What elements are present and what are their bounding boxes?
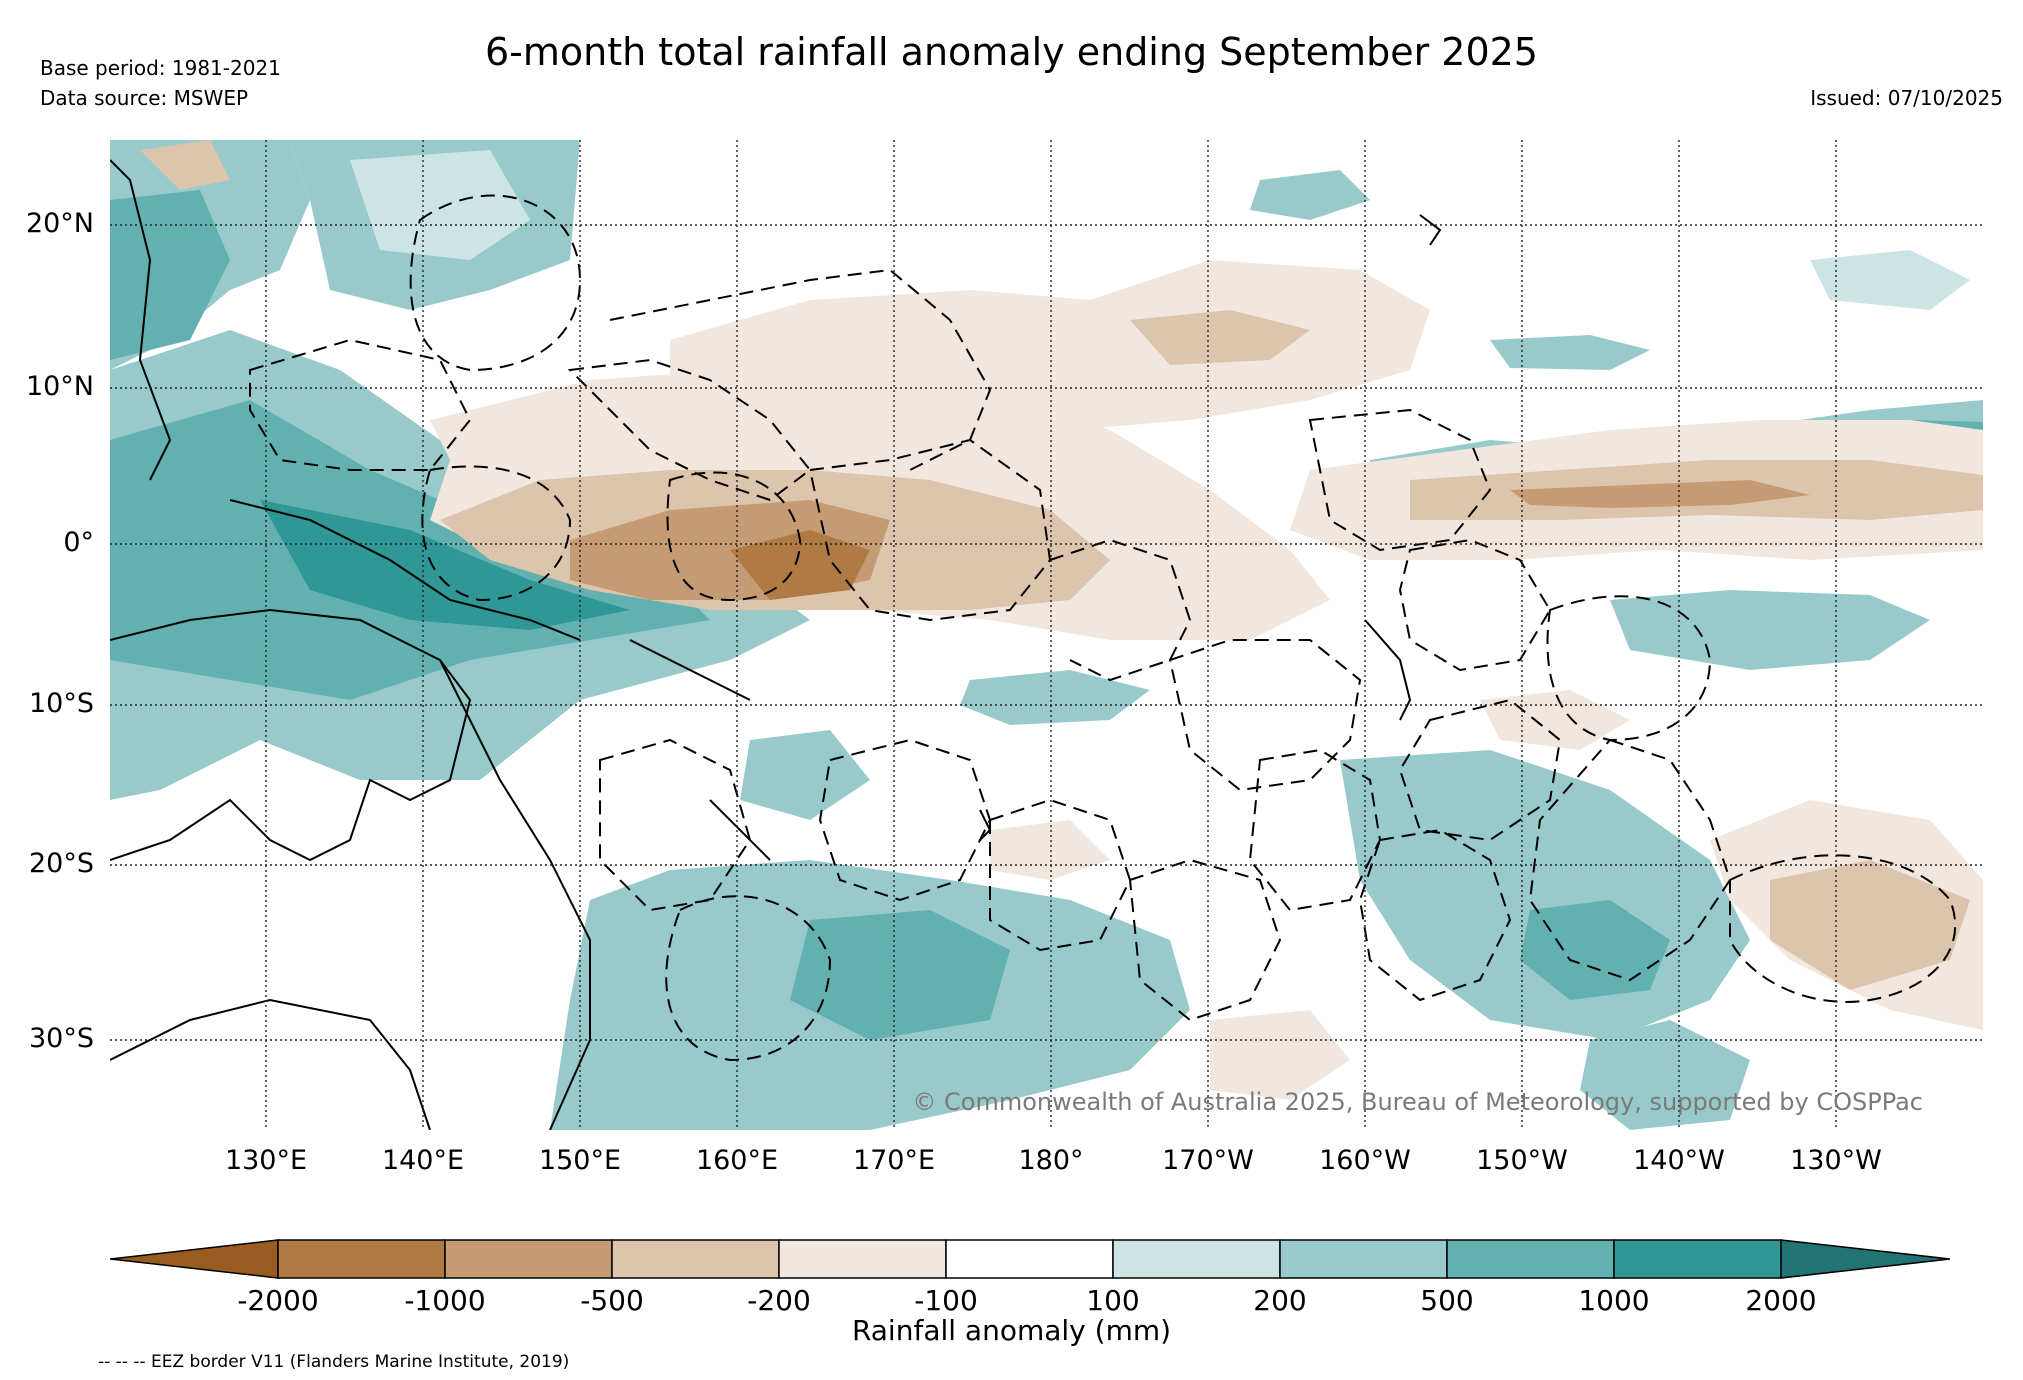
colorbar-segment	[1446, 1239, 1615, 1279]
rainfall-anomaly-map: © Commonwealth of Australia 2025, Bureau…	[110, 140, 1983, 1130]
colorbar-segment	[1613, 1239, 1782, 1279]
colorbar-tick: -500	[580, 1284, 644, 1317]
base-period-label: Base period: 1981-2021	[40, 56, 281, 80]
graticule	[110, 140, 1983, 1130]
colorbar-label: Rainfall anomaly (mm)	[851, 1314, 1172, 1347]
colorbar-tick: -100	[914, 1284, 978, 1317]
lon-label-170E: 170°E	[852, 1145, 936, 1176]
colorbar-segment	[611, 1239, 780, 1279]
lon-label-130W: 130°W	[1790, 1145, 1882, 1176]
colorbar-tick: -200	[747, 1284, 811, 1317]
lat-label-20N: 20°N	[25, 208, 94, 239]
coastlines	[110, 159, 1442, 1130]
colorbar-tick: 100	[1086, 1284, 1140, 1317]
lat-label-10S: 10°S	[29, 688, 94, 719]
colorbar-segment	[945, 1239, 1114, 1279]
colorbar	[110, 1239, 1950, 1279]
lon-label-150W: 150°W	[1476, 1145, 1568, 1176]
chart-title: 6-month total rainfall anomaly ending Se…	[485, 30, 1538, 74]
colorbar-segment	[277, 1239, 446, 1279]
colorbar-tick: 500	[1420, 1284, 1474, 1317]
colorbar-extend-high	[1780, 1239, 1950, 1279]
eez-border-note: -- -- -- EEZ border V11 (Flanders Marine…	[98, 1352, 570, 1372]
colorbar-segment	[1279, 1239, 1448, 1279]
colorbar-tick: 1000	[1578, 1284, 1650, 1317]
issued-date-label: Issued: 07/10/2025	[1810, 86, 2003, 110]
colorbar-tick: -2000	[237, 1284, 319, 1317]
lat-label-10N: 10°N	[25, 371, 94, 402]
lat-label-20S: 20°S	[29, 848, 94, 879]
lon-label-160W: 160°W	[1319, 1145, 1411, 1176]
lat-label-0: 0°	[63, 527, 94, 558]
colorbar-extend-low	[110, 1239, 279, 1279]
eez-borders	[249, 194, 1957, 1062]
lon-label-140W: 140°W	[1633, 1145, 1725, 1176]
lon-label-140E: 140°E	[381, 1145, 465, 1176]
data-source-label: Data source: MSWEP	[40, 86, 249, 110]
lon-label-130E: 130°E	[224, 1145, 308, 1176]
lon-label-180: 180°	[1018, 1145, 1084, 1176]
lon-label-160E: 160°E	[695, 1145, 779, 1176]
lat-label-30S: 30°S	[29, 1023, 94, 1054]
copyright-watermark: © Commonwealth of Australia 2025, Bureau…	[912, 1088, 1923, 1116]
colorbar-tick: 2000	[1745, 1284, 1817, 1317]
map-canvas	[110, 140, 1983, 1130]
colorbar-tick: -1000	[404, 1284, 486, 1317]
colorbar-segment	[444, 1239, 613, 1279]
lon-label-170W: 170°W	[1162, 1145, 1254, 1176]
colorbar-tick: 200	[1253, 1284, 1307, 1317]
lon-label-150E: 150°E	[538, 1145, 622, 1176]
colorbar-segment	[778, 1239, 947, 1279]
colorbar-segment	[1112, 1239, 1281, 1279]
wet-anomaly-regions	[110, 140, 1983, 1130]
